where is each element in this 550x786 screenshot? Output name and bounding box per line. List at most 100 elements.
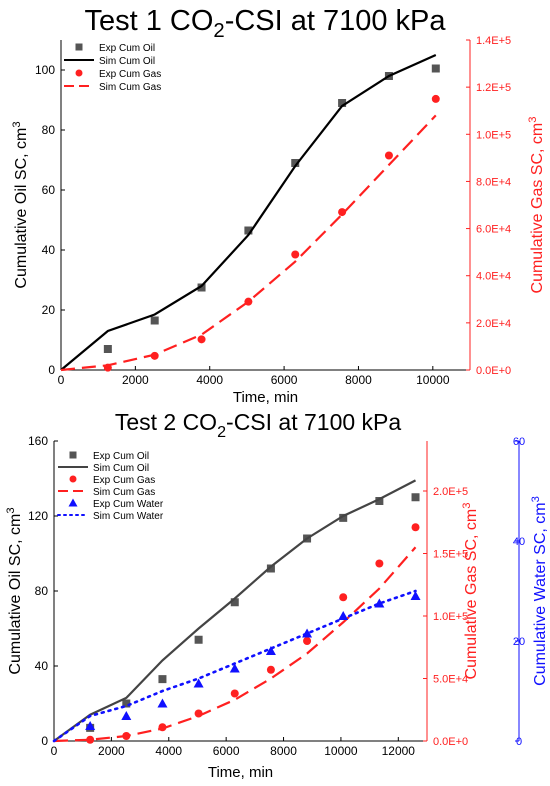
data-point <box>157 698 168 708</box>
data-point <box>197 283 206 292</box>
y2-tick-label: 1.0E+5 <box>433 611 468 623</box>
x-tick-label: 2000 <box>122 373 149 387</box>
data-point <box>103 345 112 353</box>
y2-axis-label: Cumulative Gas SC, cm3 <box>527 117 546 294</box>
data-point <box>158 675 167 684</box>
legend-label: Sim Cum Oil <box>93 463 149 474</box>
series-line <box>60 114 437 372</box>
y3-tick-label: 40 <box>513 536 525 548</box>
data-point <box>303 637 312 645</box>
series-exp-cum-oil <box>86 493 420 732</box>
x-tick-label: 2000 <box>98 744 125 758</box>
legend-swatch <box>75 43 83 51</box>
y2-tick-label: 0.0E+0 <box>476 365 511 377</box>
data-point <box>86 735 95 744</box>
data-point <box>266 665 275 674</box>
data-point <box>375 497 384 505</box>
data-point <box>229 663 240 673</box>
y-tick-label: 120 <box>28 509 48 523</box>
y-tick-label: 80 <box>35 584 49 598</box>
series-line <box>60 53 437 371</box>
x-tick-label: 10000 <box>324 744 358 758</box>
y-tick-label: 60 <box>42 183 56 197</box>
series-sim-cum-gas <box>53 546 417 743</box>
x-tick-label: 8000 <box>345 373 372 387</box>
legend-item: Sim Cum Oil <box>64 56 155 67</box>
data-point <box>411 493 420 502</box>
y-tick-label: 0 <box>48 363 55 377</box>
y3-tick-label: 60 <box>513 436 525 448</box>
legend-item: Sim Cum Water <box>57 511 164 522</box>
data-point <box>339 593 348 602</box>
legend-item: Exp Cum Oil <box>75 43 155 54</box>
y2-tick-label: 1.4E+5 <box>476 35 511 47</box>
data-point <box>197 335 206 344</box>
y2-tick-label: 2.0E+5 <box>433 486 468 498</box>
legend-label: Exp Cum Gas <box>99 69 161 80</box>
x-tick-label: 10000 <box>416 373 450 387</box>
data-point <box>150 316 159 325</box>
x-tick-label: 6000 <box>213 744 240 758</box>
x-tick-label: 12000 <box>382 744 416 758</box>
data-point <box>193 678 204 688</box>
x-tick-label: 4000 <box>196 373 223 387</box>
legend-label: Exp Cum Water <box>93 499 164 510</box>
legend-label: Sim Cum Gas <box>93 487 155 498</box>
y2-tick-label: 1.0E+5 <box>476 129 511 141</box>
chart-panel-1: Test 1 CO2-CSI at 7100 kPa 0 2000 4000 6000 8… <box>11 5 546 406</box>
x-tick-label: 6000 <box>271 373 298 387</box>
y-tick-label: 160 <box>28 434 48 448</box>
chart-title: Test 1 CO2-CSI at 7100 kPa <box>84 5 446 42</box>
x-axis-label: Time, min <box>233 389 298 406</box>
legend-label: Sim Cum Water <box>93 511 164 522</box>
legend-item: Exp Cum Gas <box>69 475 155 486</box>
y2-tick-label: 5.0E+4 <box>433 674 468 686</box>
data-point <box>244 226 253 235</box>
data-point <box>291 250 300 259</box>
data-point <box>122 699 131 708</box>
data-point <box>265 646 276 655</box>
legend-label: Sim Cum Gas <box>99 82 161 93</box>
legend-item: Exp Cum Oil <box>69 451 149 462</box>
y3-tick-label: 20 <box>513 636 525 648</box>
series-line <box>52 589 417 743</box>
data-point <box>85 721 96 730</box>
data-point <box>266 564 275 573</box>
y2-axis-label: Cumulative Gas SC, cm3 <box>461 503 480 680</box>
legend-label: Exp Cum Oil <box>99 43 155 54</box>
legend-item: Sim Cum Oil <box>58 463 149 474</box>
legend: Exp Cum Oil Sim Cum Oil Exp Cum Gas Sim Cum… <box>64 43 161 93</box>
y-tick-label: 40 <box>35 659 49 673</box>
y3-axis-label: Cumulative Water SC, cm3 <box>530 496 549 686</box>
x-tick-label: 8000 <box>270 744 297 758</box>
legend-swatch <box>69 451 77 459</box>
series-sim-cum-oil <box>60 53 437 371</box>
data-point <box>194 635 203 644</box>
series-line <box>53 479 417 742</box>
legend-swatch <box>69 475 77 483</box>
data-point <box>375 559 384 568</box>
legend-item: Exp Cum Water <box>68 498 164 510</box>
y-axis-label: Cumulative Oil SC, cm3 <box>5 507 24 674</box>
series-line <box>53 546 417 743</box>
legend-item: Sim Cum Gas <box>64 82 161 93</box>
y-tick-label: 0 <box>41 734 48 748</box>
y-tick-label: 80 <box>42 123 56 137</box>
data-point <box>230 689 239 698</box>
x-tick-label: 4000 <box>155 744 182 758</box>
legend-label: Exp Cum Oil <box>93 451 149 462</box>
data-point <box>384 151 393 160</box>
series-sim-cum-oil <box>53 479 417 742</box>
data-point <box>431 94 440 103</box>
series-exp-cum-water <box>85 591 421 730</box>
series-sim-cum-gas <box>60 114 437 372</box>
x-tick-label: 0 <box>51 744 58 758</box>
y2-tick-label: 6.0E+4 <box>476 224 511 236</box>
data-point <box>121 711 132 720</box>
y-axis-label: Cumulative Oil SC, cm3 <box>11 121 30 288</box>
series-exp-cum-gas <box>103 94 440 372</box>
y2-tick-label: 1.2E+5 <box>476 82 511 94</box>
